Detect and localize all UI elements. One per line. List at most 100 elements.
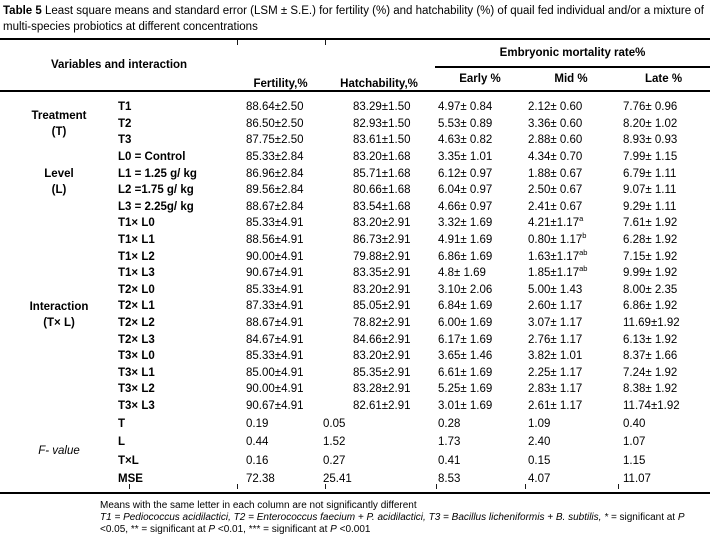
row-label: L2 =1.75 g/ kg bbox=[118, 184, 194, 197]
cell-early: 6.17± 1.69 bbox=[438, 333, 493, 346]
row-label: MSE bbox=[118, 473, 143, 486]
row-group-label: Interaction (T× L) bbox=[0, 215, 118, 414]
table-title-text: Least square means and standard error (L… bbox=[3, 5, 704, 33]
rule-tick bbox=[237, 40, 238, 45]
footnote-letters: Means with the same letter in each colum… bbox=[100, 500, 417, 511]
row-label: T2× L2 bbox=[118, 317, 155, 330]
cell-mid: 2.76± 1.17 bbox=[528, 333, 583, 346]
row-group-label-line: Level bbox=[44, 167, 74, 180]
cell-mid: 2.83± 1.17 bbox=[528, 383, 583, 396]
cell-hatchability: 83.20±1.68 bbox=[353, 151, 411, 164]
cell-hatchability: 82.61±2.91 bbox=[353, 399, 411, 412]
cell-hatchability: 84.66±2.91 bbox=[353, 333, 411, 346]
table-row: T×L 0.16 0.27 0.41 0.15 1.15 bbox=[0, 451, 710, 470]
cell-hatchability: 85.35±2.91 bbox=[353, 366, 411, 379]
cell-mid: 2.25± 1.17 bbox=[528, 366, 583, 379]
cell-fertility: 88.67±2.84 bbox=[246, 200, 304, 213]
cell-hatchability: 78.82±2.91 bbox=[353, 317, 411, 330]
table-row: T1× L2 90.00±4.91 79.88±2.91 6.86± 1.69 1.63… bbox=[0, 248, 710, 265]
cell-mid: 3.36± 0.60 bbox=[528, 117, 583, 130]
cell-hatchability: 85.71±1.68 bbox=[353, 167, 411, 180]
results-table: Variables and interaction Fertility,% Ha… bbox=[0, 38, 710, 495]
cell-fertility: 90.67±4.91 bbox=[246, 267, 304, 280]
col-header-hatchability: Hatchability,% bbox=[340, 78, 418, 90]
rule-tick bbox=[237, 484, 238, 489]
cell-fertility: 0.16 bbox=[246, 454, 269, 467]
cell-early: 1.73 bbox=[438, 436, 461, 449]
cell-early: 6.86± 1.69 bbox=[438, 250, 493, 263]
cell-late: 6.28± 1.92 bbox=[623, 234, 678, 247]
footnote-segment: significant at bbox=[619, 512, 678, 523]
row-group-label-line: Treatment bbox=[31, 109, 87, 122]
cell-mid: 4.07 bbox=[528, 473, 551, 486]
cell-hatchability: 83.35±2.91 bbox=[353, 267, 411, 280]
significance-superscript: b bbox=[582, 231, 587, 241]
col-header-early: Early % bbox=[459, 73, 501, 85]
row-label: T1× L3 bbox=[118, 267, 155, 280]
table-row: T3× L1 85.00±4.91 85.35±2.91 6.61± 1.69 2.25… bbox=[0, 365, 710, 382]
footnote-treatments: T1 = Pediococcus acidilactici, T2 = Ente… bbox=[100, 512, 706, 536]
cell-mid: 1.85±1.17ab bbox=[528, 264, 588, 280]
cell-mid: 4.34± 0.70 bbox=[528, 151, 583, 164]
cell-hatchability: 80.66±1.68 bbox=[353, 184, 411, 197]
cell-late: 7.15± 1.92 bbox=[623, 250, 678, 263]
cell-early: 4.63± 0.82 bbox=[438, 134, 493, 147]
cell-mid: 1.63±1.17ab bbox=[528, 247, 588, 263]
cell-hatchability: 1.52 bbox=[323, 436, 346, 449]
cell-early: 3.35± 1.01 bbox=[438, 151, 493, 164]
cell-late: 6.13± 1.92 bbox=[623, 333, 678, 346]
cell-late: 7.24± 1.92 bbox=[623, 366, 678, 379]
row-label: T2 bbox=[118, 117, 132, 130]
cell-fertility: 87.75±2.50 bbox=[246, 134, 304, 147]
cell-late: 8.93± 0.93 bbox=[623, 134, 678, 147]
cell-fertility: 0.44 bbox=[246, 436, 269, 449]
cell-mid: 2.61± 1.17 bbox=[528, 399, 583, 412]
cell-fertility: 86.96±2.84 bbox=[246, 167, 304, 180]
cell-mid: 5.00± 1.43 bbox=[528, 283, 583, 296]
cell-fertility: 85.33±2.84 bbox=[246, 151, 304, 164]
cell-late: 9.07± 1.11 bbox=[623, 184, 677, 197]
footnotes: Means with the same letter in each colum… bbox=[100, 500, 706, 536]
row-label: T3 bbox=[118, 134, 132, 147]
table-row: T2× L2 88.67±4.91 78.82±2.91 6.00± 1.69 3.07… bbox=[0, 315, 710, 332]
footnote-segment: <0.01, *** = significant at bbox=[215, 524, 331, 535]
cell-mid: 2.88± 0.60 bbox=[528, 134, 583, 147]
cell-early: 3.65± 1.46 bbox=[438, 350, 493, 363]
table-row: MSE 72.38 25.41 8.53 4.07 11.07 bbox=[0, 470, 710, 489]
cell-mid: 2.41± 0.67 bbox=[528, 200, 583, 213]
cell-fertility: 89.56±2.84 bbox=[246, 184, 304, 197]
spacer-row bbox=[0, 91, 710, 99]
cell-mid: 3.07± 1.17 bbox=[528, 317, 583, 330]
cell-hatchability: 79.88±2.91 bbox=[353, 250, 411, 263]
col-header-embryonic-mortality: Embryonic mortality rate% bbox=[435, 39, 710, 68]
cell-late: 8.37± 1.66 bbox=[623, 350, 678, 363]
cell-mid: 2.60± 1.17 bbox=[528, 300, 583, 313]
table-row: Interaction (T× L) T1× L0 85.33±4.91 83.20±2… bbox=[0, 214, 710, 328]
cell-mid: 4.21±1.17a bbox=[528, 214, 584, 230]
cell-early: 5.53± 0.89 bbox=[438, 117, 493, 130]
cell-late: 8.00± 2.35 bbox=[623, 283, 678, 296]
footnote-segment: P bbox=[208, 524, 216, 535]
row-label: T bbox=[118, 417, 126, 430]
cell-early: 5.25± 1.69 bbox=[438, 383, 493, 396]
table-row: T3 87.75±2.50 83.61±1.50 4.63± 0.82 2.88± 0.… bbox=[0, 132, 710, 149]
table-row: L 0.44 1.52 1.73 2.40 1.07 bbox=[0, 433, 710, 452]
table-row: L2 =1.75 g/ kg 89.56±2.84 80.66±1.68 6.04± … bbox=[0, 182, 710, 199]
row-group-label-line: F- value bbox=[38, 445, 80, 458]
cell-late: 11.69±1.92 bbox=[623, 317, 680, 330]
cell-late: 6.79± 1.11 bbox=[623, 167, 677, 180]
row-label: L3 = 2.25g/ kg bbox=[118, 200, 194, 213]
cell-late: 1.07 bbox=[623, 436, 646, 449]
cell-hatchability: 25.41 bbox=[323, 473, 352, 486]
cell-fertility: 0.19 bbox=[246, 417, 269, 430]
cell-mid: 1.09 bbox=[528, 417, 551, 430]
rule-tick bbox=[325, 40, 326, 45]
table-row: T2× L0 85.33±4.91 83.20±2.91 3.10± 2.06 5.00… bbox=[0, 282, 710, 299]
table-row: T3× L3 90.67±4.91 82.61±2.91 3.01± 1.69 2.61… bbox=[0, 398, 710, 415]
table-row: Level (L) L0 = Control 85.33±2.84 83.20±1.68… bbox=[0, 149, 710, 196]
row-group-label: F- value bbox=[0, 414, 118, 488]
cell-mid: 0.15 bbox=[528, 454, 551, 467]
rule-tick bbox=[618, 484, 619, 489]
row-label: L0 = Control bbox=[118, 151, 186, 164]
